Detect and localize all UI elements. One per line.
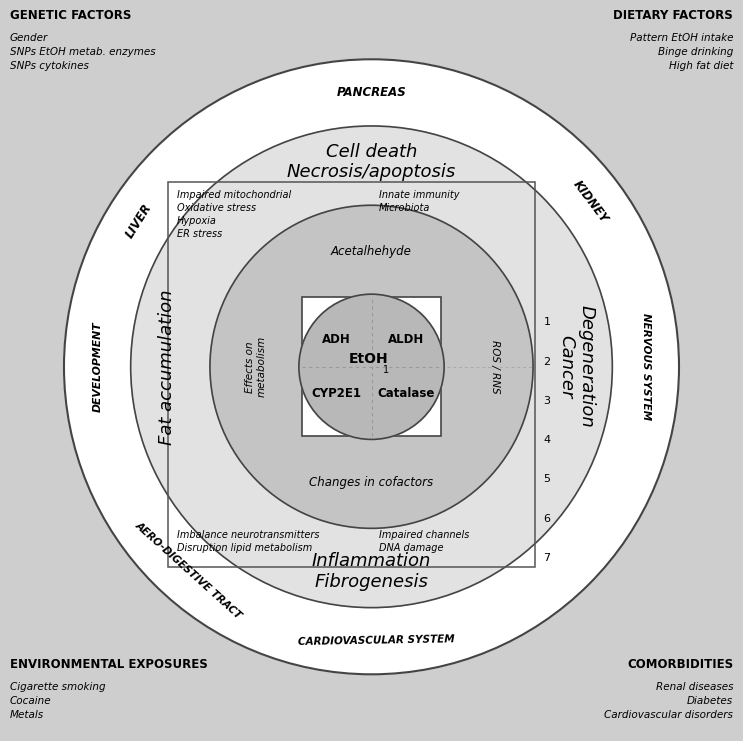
Text: Impaired channels
DNA damage: Impaired channels DNA damage <box>379 530 470 553</box>
Text: Fat accumulation: Fat accumulation <box>158 289 175 445</box>
Text: ADH: ADH <box>322 333 351 346</box>
Circle shape <box>131 126 612 608</box>
Text: 1: 1 <box>543 317 551 328</box>
Text: 5: 5 <box>543 474 551 485</box>
Text: NERVOUS SYSTEM: NERVOUS SYSTEM <box>640 313 651 420</box>
Text: Renal diseases
Diabetes
Cardiovascular disorders: Renal diseases Diabetes Cardiovascular d… <box>604 682 733 720</box>
Text: Impaired mitochondrial
Oxidative stress
Hypoxia
ER stress: Impaired mitochondrial Oxidative stress … <box>177 190 291 239</box>
Circle shape <box>299 294 444 439</box>
Text: GENETIC FACTORS: GENETIC FACTORS <box>10 9 132 22</box>
Text: DIETARY FACTORS: DIETARY FACTORS <box>614 9 733 22</box>
Circle shape <box>64 59 679 674</box>
Text: EtOH: EtOH <box>348 353 389 366</box>
Text: Acetalhehyde: Acetalhehyde <box>331 245 412 258</box>
Text: ENVIRONMENTAL EXPOSURES: ENVIRONMENTAL EXPOSURES <box>10 658 207 671</box>
Text: Effects on
metabolism: Effects on metabolism <box>245 336 267 397</box>
Text: Cell death
Necrosis/apoptosis: Cell death Necrosis/apoptosis <box>287 142 456 182</box>
Text: Inflammation
Fibrogenesis: Inflammation Fibrogenesis <box>312 552 431 591</box>
Text: Imbalance neurotransmitters
Disruption lipid metabolism: Imbalance neurotransmitters Disruption l… <box>177 530 319 553</box>
Text: PANCREAS: PANCREAS <box>337 86 406 99</box>
Text: Gender
SNPs EtOH metab. enzymes
SNPs cytokines: Gender SNPs EtOH metab. enzymes SNPs cyt… <box>10 33 155 71</box>
Text: ROS / RNS: ROS / RNS <box>490 340 499 393</box>
Text: Innate immunity
Microbiota: Innate immunity Microbiota <box>379 190 459 213</box>
Text: COMORBIDITIES: COMORBIDITIES <box>627 658 733 671</box>
Text: Degeneration
Cancer: Degeneration Cancer <box>557 305 596 428</box>
Text: Cigarette smoking
Cocaine
Metals: Cigarette smoking Cocaine Metals <box>10 682 106 720</box>
Text: CARDIOVASCULAR SYSTEM: CARDIOVASCULAR SYSTEM <box>298 634 455 648</box>
Text: Catalase: Catalase <box>377 388 435 400</box>
Text: DEVELOPMENT: DEVELOPMENT <box>92 322 103 412</box>
Text: 3: 3 <box>543 396 551 406</box>
Text: 7: 7 <box>543 553 551 563</box>
FancyBboxPatch shape <box>302 297 441 436</box>
Text: Pattern EtOH intake
Binge drinking
High fat diet: Pattern EtOH intake Binge drinking High … <box>629 33 733 71</box>
Text: CYP2E1: CYP2E1 <box>311 388 362 400</box>
Text: LIVER: LIVER <box>123 202 155 241</box>
Circle shape <box>210 205 533 528</box>
Text: 6: 6 <box>543 514 551 524</box>
Text: ALDH: ALDH <box>388 333 424 346</box>
Text: 1: 1 <box>383 365 389 375</box>
Text: 2: 2 <box>543 356 551 367</box>
Text: KIDNEY: KIDNEY <box>571 178 611 225</box>
Text: 4: 4 <box>543 435 551 445</box>
Text: AERO-DIGESTIVE TRACT: AERO-DIGESTIVE TRACT <box>133 520 243 621</box>
Text: Changes in cofactors: Changes in cofactors <box>309 476 434 489</box>
